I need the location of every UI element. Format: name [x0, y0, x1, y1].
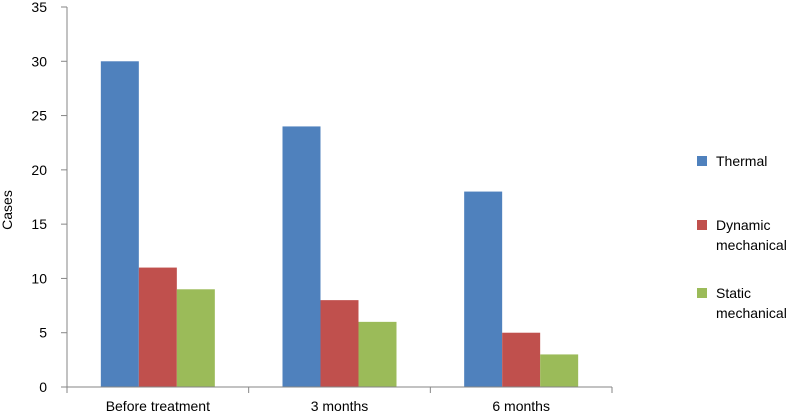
y-tick-label: 30: [31, 53, 47, 69]
legend: Thermal Dynamic mechanical Static mechanical: [697, 153, 787, 321]
bars: [100, 61, 579, 388]
legend-swatch: [697, 288, 707, 298]
bar-thermal: [282, 126, 321, 387]
y-axis-title-group: Cases: [0, 190, 15, 230]
bar-static-mechanical: [358, 321, 397, 387]
y-tick-label: 15: [31, 216, 47, 232]
axes: [66, 7, 612, 388]
legend-swatch: [697, 220, 707, 230]
y-tick-label: 20: [31, 162, 47, 178]
y-tick-label: 0: [39, 379, 47, 395]
legend-item: Dynamic mechanical: [697, 217, 787, 253]
y-tick-label: 5: [39, 325, 47, 341]
bar-dynamic-mechanical: [138, 267, 177, 387]
bar-static-mechanical: [540, 354, 579, 387]
legend-label-line: Dynamic: [716, 217, 770, 233]
y-tick-label: 35: [31, 0, 47, 15]
legend-label-line: Thermal: [716, 153, 767, 169]
legend-label-line: mechanical: [716, 305, 787, 321]
legend-item: Thermal: [697, 153, 767, 169]
legend-label-line: mechanical: [716, 237, 787, 253]
bar-dynamic-mechanical: [502, 332, 541, 387]
legend-item: Static mechanical: [697, 285, 787, 321]
bar-thermal: [100, 61, 139, 388]
x-category-label: 6 months: [492, 398, 550, 414]
x-category-label: Before treatment: [106, 398, 210, 414]
bar-dynamic-mechanical: [320, 300, 359, 387]
legend-label: Thermal: [716, 153, 767, 169]
legend-swatch: [697, 156, 707, 166]
y-axis-ticks: 0 5 10 15 20 25 30 35: [31, 0, 67, 395]
bar-thermal: [464, 191, 503, 387]
bar-static-mechanical: [176, 289, 215, 387]
legend-label: Static mechanical: [716, 285, 787, 321]
y-axis-title: Cases: [0, 190, 15, 230]
legend-label-line: Static: [716, 285, 751, 301]
x-category-label: 3 months: [311, 398, 369, 414]
legend-label: Dynamic mechanical: [716, 217, 787, 253]
x-axis-ticks: Before treatment 3 months 6 months: [66, 387, 613, 414]
y-tick-label: 10: [31, 270, 47, 286]
y-tick-label: 25: [31, 108, 47, 124]
